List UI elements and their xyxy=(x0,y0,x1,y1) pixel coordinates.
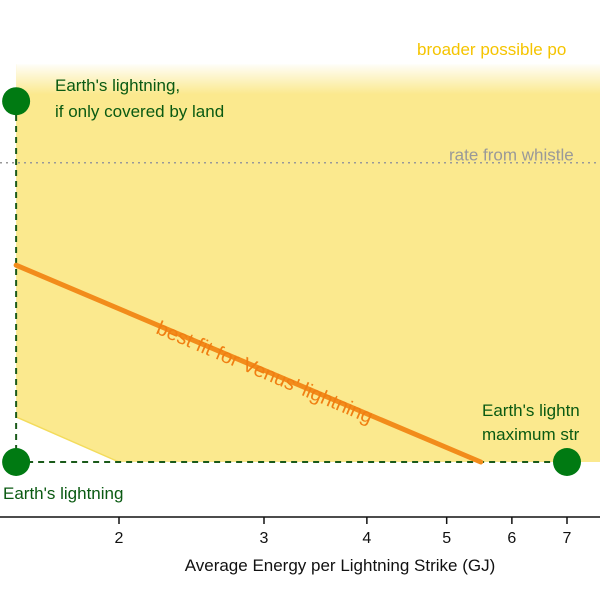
x-tick-label: 3 xyxy=(260,530,269,547)
earth-maximum-label-line1: Earth's lightn xyxy=(482,401,580,420)
earth-lightning-label: Earth's lightning xyxy=(3,484,123,503)
x-tick-label: 4 xyxy=(362,530,371,547)
x-tick-label: 2 xyxy=(115,530,124,547)
whistler-reference-label: rate from whistle xyxy=(449,146,574,165)
earth-land-only-label-line1: Earth's lightning, xyxy=(55,76,180,95)
x-tick-label: 5 xyxy=(442,530,451,547)
possible-range-region xyxy=(16,64,600,462)
point-earth-land-only xyxy=(2,87,31,116)
point-earth-lightning xyxy=(2,448,31,476)
x-axis-ticks: 2 3 4 5 6 7 xyxy=(115,517,572,547)
x-tick-label: 6 xyxy=(507,530,516,547)
earth-maximum-label-line2: maximum str xyxy=(482,425,580,444)
region-label: broader possible po xyxy=(417,40,566,59)
earth-land-only-label-line2: if only covered by land xyxy=(55,102,224,121)
x-axis-title: Average Energy per Lightning Strike (GJ) xyxy=(185,556,496,575)
x-tick-label: 7 xyxy=(563,530,572,547)
venus-best-fit-line xyxy=(13,262,484,465)
point-earth-maximum xyxy=(553,448,581,476)
region-top-fade xyxy=(16,62,600,95)
region-lower-edge xyxy=(15,416,120,463)
